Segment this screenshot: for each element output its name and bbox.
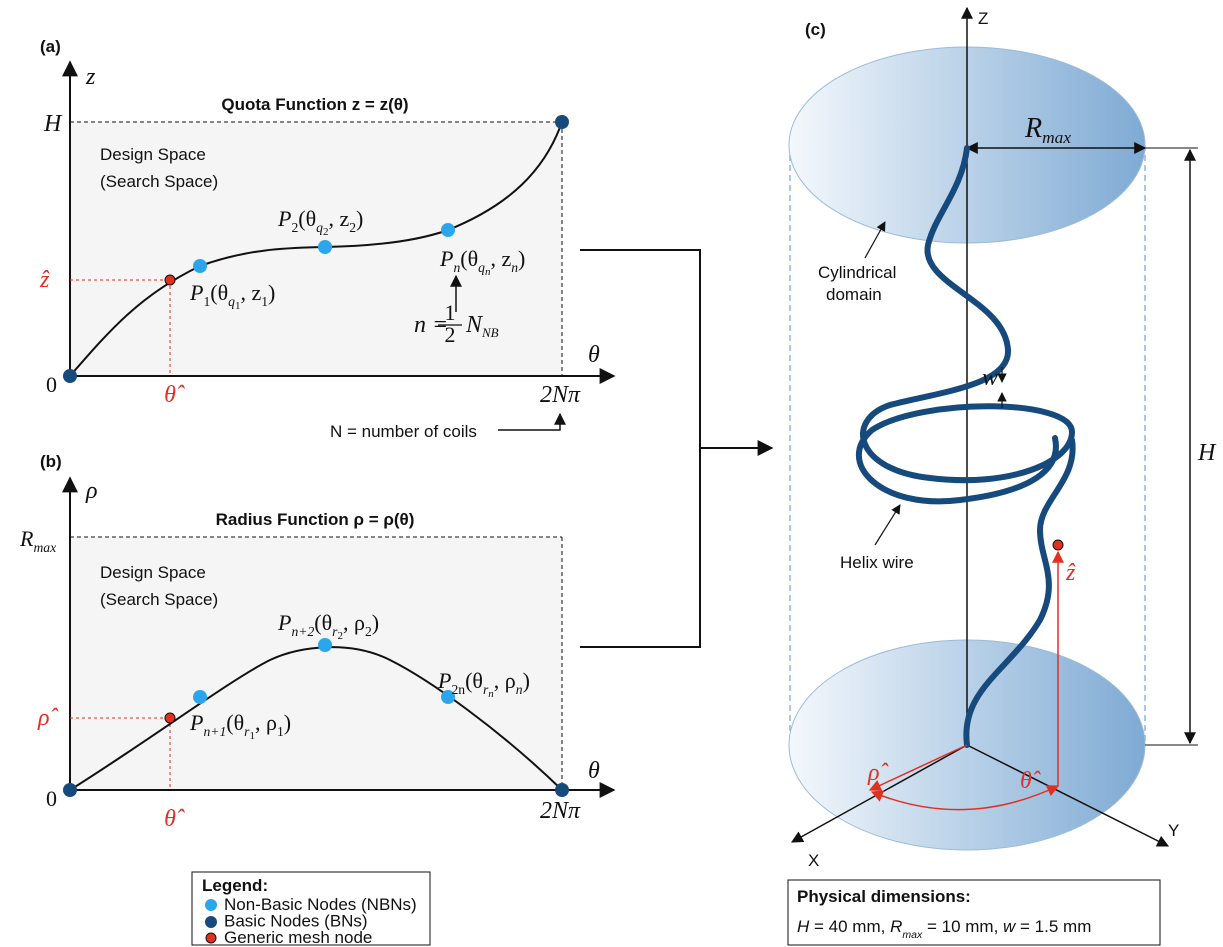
legend-entry: Generic mesh node [224, 928, 372, 947]
dimensions-title: Physical dimensions: [797, 887, 971, 906]
non-basic-node [193, 690, 207, 704]
figure: (a)zHQuota Function z = z(θ)Design Space… [0, 0, 1223, 947]
label-part: NB [481, 325, 499, 340]
axis-label: X [808, 851, 819, 870]
mesh-node [165, 713, 175, 723]
label-part: (θ [226, 710, 244, 735]
label-part: (θ [460, 246, 478, 271]
panel-label: (b) [40, 452, 62, 471]
non-basic-node [441, 223, 455, 237]
region-label: Design Space [100, 563, 206, 582]
label-part: P [439, 246, 453, 271]
label-arrow [875, 505, 900, 545]
connector [580, 250, 700, 647]
label-part: = 10 mm, [922, 917, 1003, 936]
dimension-label: H [1197, 440, 1217, 466]
hat-label: θ̂ [164, 806, 185, 832]
region-label: (Search Space) [100, 590, 218, 609]
annotation: domain [826, 285, 882, 304]
note: 2 [445, 322, 456, 347]
panel-label: (a) [40, 37, 61, 56]
label-part: (θ [298, 206, 316, 231]
non-basic-node [193, 259, 207, 273]
dimension-label: w [982, 365, 998, 391]
axis-label: Rmax [19, 526, 56, 555]
mesh-node [165, 275, 175, 285]
non-basic-node [318, 240, 332, 254]
label-part: R [890, 917, 902, 936]
mesh-node [1053, 540, 1063, 550]
label-part: ) [356, 206, 363, 231]
label-part: , z [240, 280, 261, 305]
hat-label: ẑ [39, 267, 50, 293]
label-part: , z [328, 206, 349, 231]
hat-label: θ̂ [164, 382, 185, 408]
label-part: P [189, 280, 203, 305]
axis-label: z [85, 64, 96, 90]
label-part: , ρ [494, 668, 516, 693]
basic-node [63, 783, 77, 797]
region-label: (Search Space) [100, 172, 218, 191]
label-part: , ρ [255, 710, 277, 735]
legend-title: Legend: [202, 876, 268, 895]
label-part: max [902, 929, 923, 941]
panel-title: Radius Function ρ = ρ(θ) [216, 510, 415, 529]
annotation: Cylindrical [818, 263, 896, 282]
label-part: (θ [314, 610, 332, 635]
label-part: P [277, 206, 291, 231]
legend-swatch [205, 899, 217, 911]
axis-label: θ [588, 758, 600, 784]
note: n = [414, 312, 448, 338]
label-part: P [277, 610, 291, 635]
axis-label: ρ [85, 478, 98, 504]
label-part: ) [268, 280, 275, 305]
label-part: , ρ [343, 610, 365, 635]
label-part: P [189, 710, 203, 735]
origin-label: 0 [46, 786, 57, 811]
label-part: max [1042, 128, 1071, 147]
label-part: 1 [277, 724, 284, 739]
label-part: = 40 mm, [809, 917, 890, 936]
label-part: 2n [451, 682, 465, 697]
label-part: P [437, 668, 451, 693]
panel-title: Quota Function z = z(θ) [221, 95, 408, 114]
hat-label: ρ̂ [37, 705, 59, 731]
note-arrow [498, 414, 560, 430]
axis-end-label: 2Nπ [540, 798, 581, 824]
axis-label: Z [978, 9, 988, 28]
label-part: R [1024, 113, 1042, 144]
non-basic-node [318, 638, 332, 652]
panel-label: (c) [805, 20, 826, 39]
basic-node [555, 115, 569, 129]
label-part: n+2 [291, 624, 314, 639]
basic-node [555, 783, 569, 797]
basic-node [63, 369, 77, 383]
note: N = number of coils [330, 422, 477, 441]
label-part: (θ [465, 668, 483, 693]
region-label: Design Space [100, 145, 206, 164]
label-part: max [33, 540, 56, 555]
axis-label: Y [1168, 821, 1179, 840]
label-part: ) [523, 668, 530, 693]
axis-label: θ [588, 342, 600, 368]
legend-swatch [205, 916, 217, 928]
label-part: n+1 [203, 724, 226, 739]
legend-swatch [206, 933, 216, 943]
label-part: 1 [261, 294, 268, 309]
origin-label: 0 [46, 372, 57, 397]
label-part: (θ [210, 280, 228, 305]
label-part: = 1.5 mm [1015, 917, 1091, 936]
label-part: ) [284, 710, 291, 735]
axis-end-label: 2Nπ [540, 382, 581, 408]
axis-label: H [43, 111, 63, 137]
label-part: ) [372, 610, 379, 635]
label-part: H [797, 917, 810, 936]
label-part: ) [518, 246, 525, 271]
hat-label: ẑ [1065, 560, 1076, 586]
annotation: Helix wire [840, 553, 914, 572]
label-part: R [19, 526, 34, 551]
label-part: , z [490, 246, 511, 271]
label-part: 1 [203, 294, 210, 309]
